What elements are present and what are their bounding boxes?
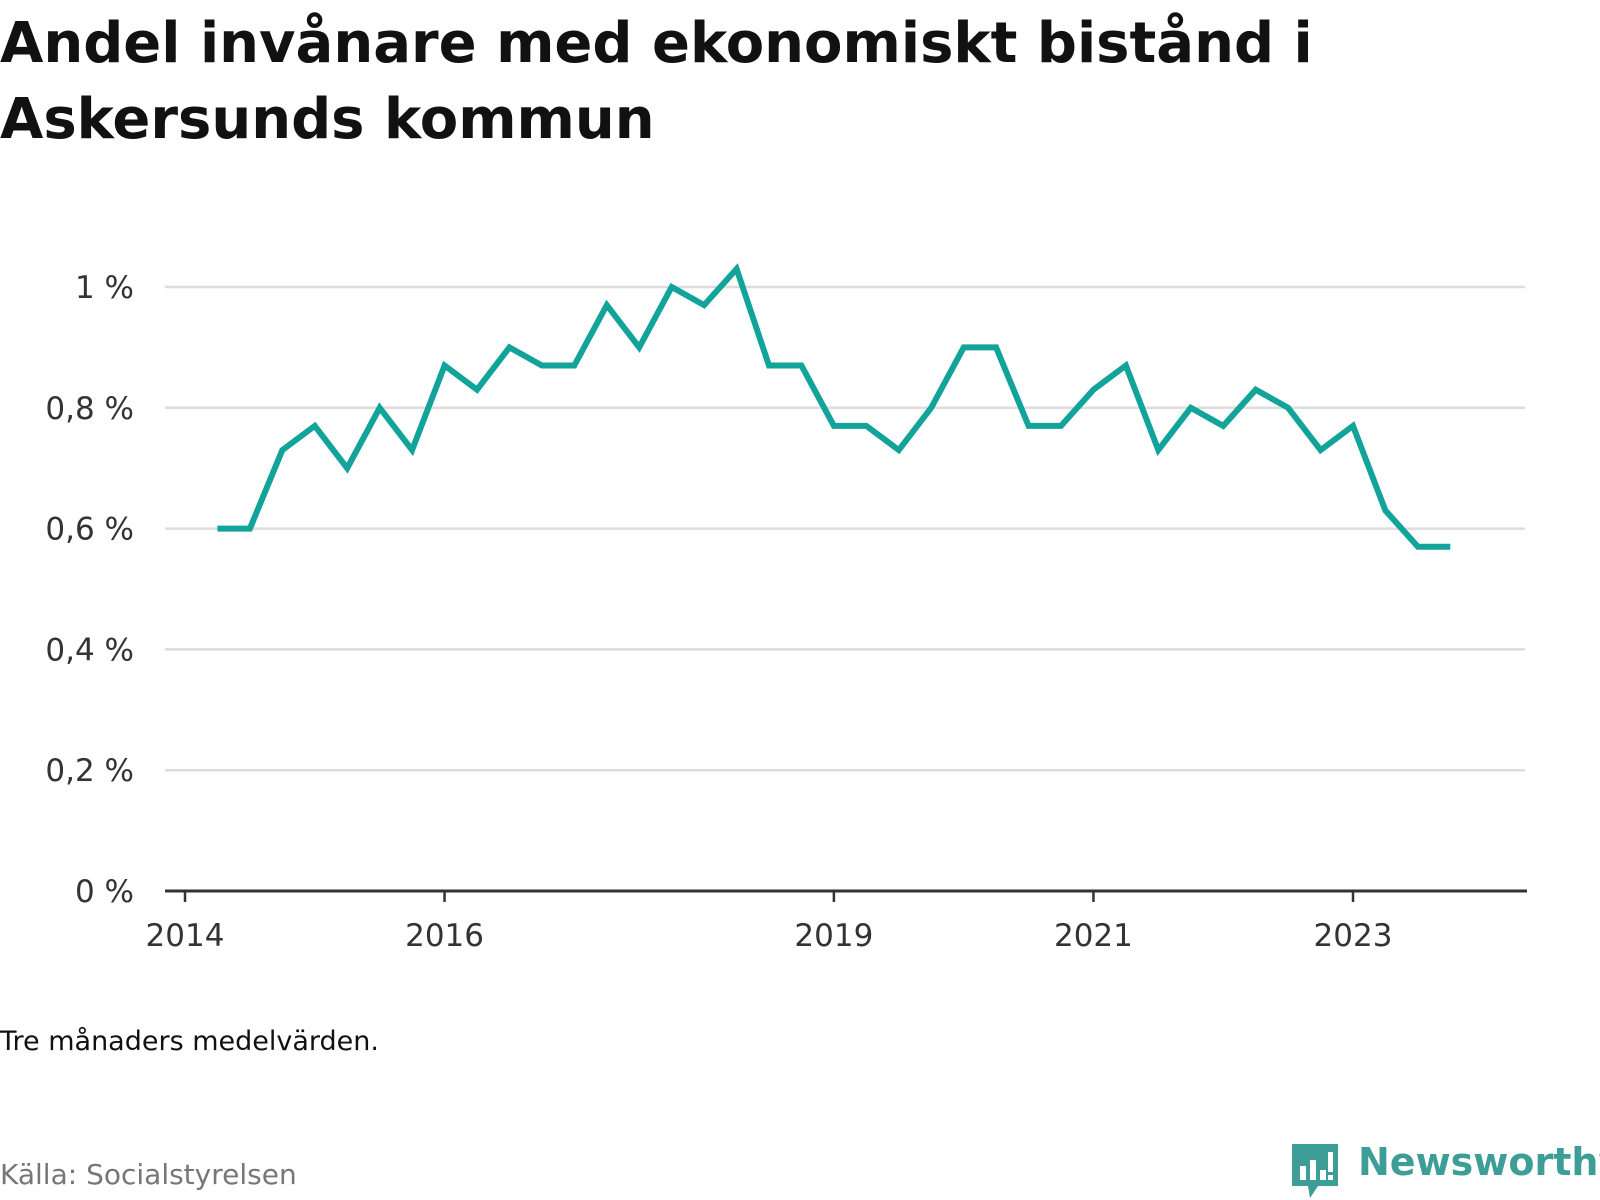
x-tick-label: 2016 [405, 918, 484, 954]
newsworthy-logo-icon [1292, 1144, 1338, 1198]
brand-name: Newsworthy [1358, 1140, 1600, 1184]
line-chart: 0 %0,2 %0,4 %0,6 %0,8 %1 % 2014 2016 2019 2… [45, 263, 1527, 954]
y-tick-label: 1 % [75, 270, 134, 306]
x-tick-label: 2019 [794, 918, 873, 954]
y-tick-label: 0,8 % [45, 391, 134, 427]
x-tick-label: 2021 [1054, 918, 1133, 954]
x-tick-label: 2023 [1314, 918, 1393, 954]
brand-logo[interactable]: Newsworthy [1290, 1140, 1600, 1200]
x-axis: 2014 2016 2019 2021 2023 [146, 889, 1527, 954]
gridlines [165, 285, 1525, 772]
y-axis-ticks: 0 % 0,2 % 0,4 % 0,6 % 0,8 % 1 % [45, 270, 134, 910]
chart-note: Tre månaders medelvärden. [0, 1026, 379, 1057]
x-tick-label: 2014 [146, 918, 225, 954]
y-tick-label: 0,6 % [45, 512, 134, 548]
source-label: Källa: Socialstyrelsen [0, 1158, 297, 1191]
chart-title: Andel invånare med ekonomiskt bistånd i … [0, 11, 1313, 152]
series-layer [217, 263, 1451, 550]
y-tick-label: 0 % [75, 874, 134, 910]
y-tick-label: 0,4 % [45, 632, 134, 668]
y-tick-label: 0,2 % [45, 753, 134, 789]
